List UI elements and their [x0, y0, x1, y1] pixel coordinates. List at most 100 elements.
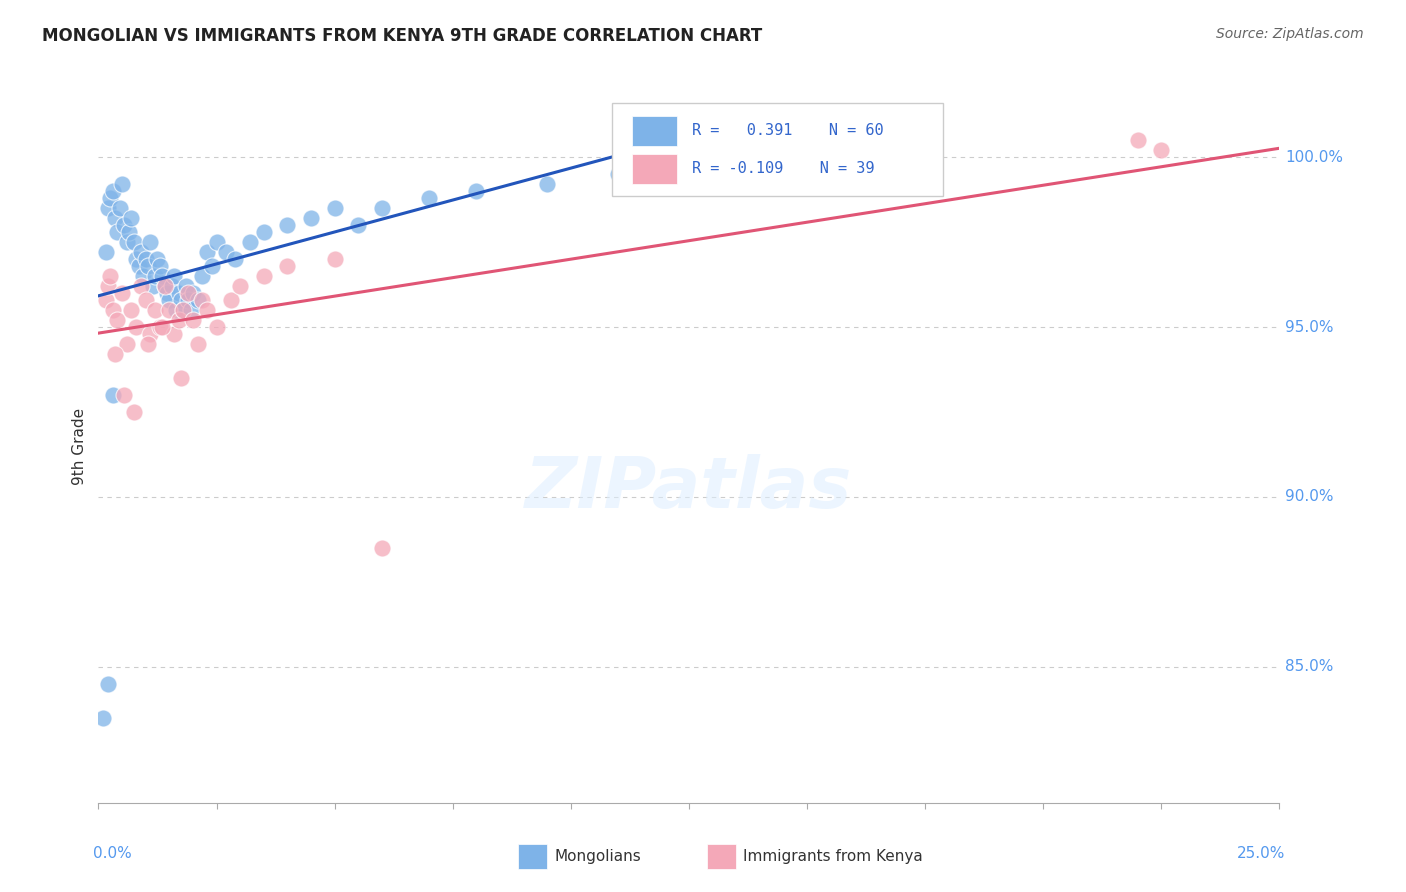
Point	[139, 235, 162, 249]
Point	[142, 279, 165, 293]
Point	[205, 320, 228, 334]
Point	[153, 279, 176, 293]
Point	[132, 269, 155, 284]
Point	[156, 286, 179, 301]
Point	[163, 269, 186, 284]
FancyBboxPatch shape	[612, 103, 943, 196]
Point	[607, 167, 630, 181]
Point	[276, 259, 298, 273]
Point	[153, 279, 176, 293]
Point	[1126, 133, 1149, 147]
Point	[94, 293, 117, 307]
Text: R = -0.109    N = 39: R = -0.109 N = 39	[693, 161, 875, 176]
Point	[299, 211, 322, 226]
Point	[465, 184, 488, 198]
Text: Source: ZipAtlas.com: Source: ZipAtlas.com	[1216, 27, 1364, 41]
Text: 100.0%: 100.0%	[1285, 150, 1343, 165]
Y-axis label: 9th Grade: 9th Grade	[72, 408, 87, 484]
Text: 90.0%: 90.0%	[1285, 490, 1334, 505]
Point	[97, 677, 120, 691]
Point	[125, 320, 148, 334]
Point	[135, 252, 157, 266]
Point	[149, 320, 172, 334]
Point	[157, 293, 180, 307]
Point	[224, 252, 246, 266]
Point	[98, 269, 121, 284]
Point	[150, 269, 173, 284]
Point	[94, 245, 117, 260]
Point	[191, 293, 214, 307]
Text: 0.0%: 0.0%	[93, 846, 131, 861]
Point	[112, 218, 135, 232]
Point	[129, 279, 152, 293]
Point	[163, 326, 186, 341]
Point	[160, 279, 183, 293]
Point	[195, 303, 218, 318]
Point	[191, 269, 214, 284]
Text: 85.0%: 85.0%	[1285, 659, 1334, 674]
Point	[174, 279, 197, 293]
Point	[177, 293, 200, 307]
Point	[118, 225, 141, 239]
Point	[101, 388, 124, 402]
Point	[105, 313, 128, 327]
Point	[371, 541, 394, 555]
Point	[139, 326, 162, 341]
Point	[195, 245, 218, 260]
Point	[105, 225, 128, 239]
Point	[347, 218, 370, 232]
Point	[125, 252, 148, 266]
Point	[215, 245, 238, 260]
Point	[170, 293, 193, 307]
Point	[205, 235, 228, 249]
Text: R =   0.391    N = 60: R = 0.391 N = 60	[693, 123, 884, 138]
Point	[136, 337, 159, 351]
Point	[111, 286, 134, 301]
Point	[536, 178, 558, 192]
Point	[143, 303, 166, 318]
Bar	[707, 844, 737, 869]
Text: ZIPatlas: ZIPatlas	[526, 454, 852, 524]
Point	[323, 201, 346, 215]
Point	[165, 303, 187, 318]
Bar	[517, 844, 547, 869]
Point	[121, 303, 143, 318]
Point	[172, 303, 194, 318]
Point	[177, 286, 200, 301]
Point	[146, 252, 169, 266]
Point	[149, 259, 172, 273]
Point	[143, 269, 166, 284]
Point	[229, 279, 252, 293]
Point	[121, 211, 143, 226]
Point	[91, 711, 114, 725]
Point	[323, 252, 346, 266]
Point	[276, 218, 298, 232]
Bar	[633, 116, 678, 146]
Point	[115, 235, 138, 249]
Point	[167, 313, 190, 327]
Text: Mongolians: Mongolians	[554, 849, 641, 864]
Point	[1150, 144, 1173, 158]
Point	[180, 303, 202, 318]
Point	[150, 320, 173, 334]
Point	[97, 279, 120, 293]
Point	[187, 337, 209, 351]
Text: 95.0%: 95.0%	[1285, 319, 1334, 334]
Point	[108, 201, 131, 215]
Point	[111, 178, 134, 192]
Point	[253, 269, 276, 284]
Point	[219, 293, 242, 307]
Point	[239, 235, 262, 249]
Text: MONGOLIAN VS IMMIGRANTS FROM KENYA 9TH GRADE CORRELATION CHART: MONGOLIAN VS IMMIGRANTS FROM KENYA 9TH G…	[42, 27, 762, 45]
Point	[136, 259, 159, 273]
Point	[104, 211, 127, 226]
Text: 25.0%: 25.0%	[1237, 846, 1285, 861]
Bar	[633, 154, 678, 184]
Point	[112, 388, 135, 402]
Point	[187, 293, 209, 307]
Point	[157, 303, 180, 318]
Point	[170, 371, 193, 385]
Point	[253, 225, 276, 239]
Point	[172, 303, 194, 318]
Point	[167, 286, 190, 301]
